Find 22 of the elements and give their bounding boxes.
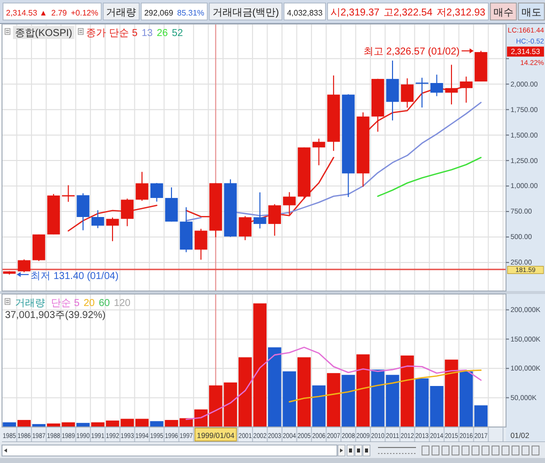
text: 292,069 [144, 8, 174, 18]
text: 거래량 [106, 8, 136, 18]
text: 시2,319.37 [330, 8, 380, 18]
text: 저2,312.93 [436, 8, 486, 18]
text: 고2,322.54 [383, 8, 433, 18]
annotation: 37,001,903주(39.92%) [5, 310, 106, 321]
text: 85.31% [177, 8, 204, 18]
text: 2,314.53 ▲ [6, 8, 48, 18]
text: 매도 [521, 8, 542, 18]
legend: 단순 5 20 60 120 [51, 298, 130, 309]
legend: 종가 단순 5 13 26 52 [78, 28, 183, 39]
text: 4,032,833 [286, 8, 324, 18]
legend-label: 52 [172, 28, 184, 39]
annotation: 최저 131.40 (01/04) [30, 271, 119, 282]
chart-title: 거래량 [15, 298, 45, 309]
text: 거래대금(백만) [212, 8, 279, 18]
text: 2.79 [51, 8, 68, 18]
annotation: 최고 2,326.57 (01/02) [363, 46, 460, 58]
chart-title: 종합(KOSPI) [15, 28, 72, 39]
text: 매수 [493, 8, 514, 18]
text: +0.12% [70, 8, 98, 18]
legend-title: 종가 단순 [86, 28, 130, 39]
